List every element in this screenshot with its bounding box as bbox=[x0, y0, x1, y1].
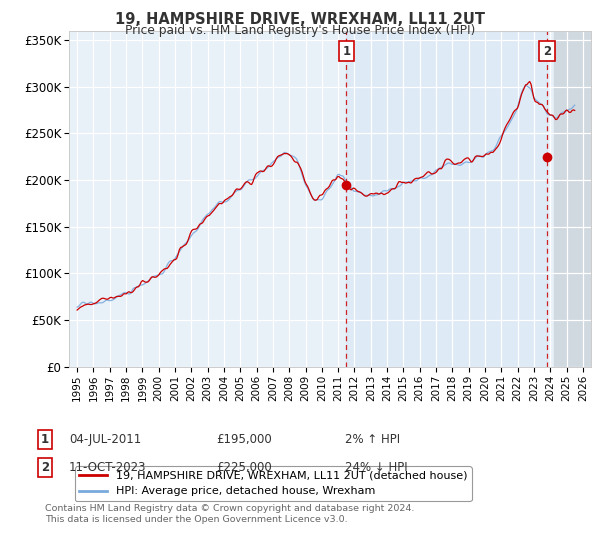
Text: 1: 1 bbox=[41, 433, 49, 446]
Text: 2% ↑ HPI: 2% ↑ HPI bbox=[345, 433, 400, 446]
Bar bbox=[346, 31, 547, 367]
Text: 04-JUL-2011: 04-JUL-2011 bbox=[69, 433, 141, 446]
Legend: 19, HAMPSHIRE DRIVE, WREXHAM, LL11 2UT (detached house), HPI: Average price, det: 19, HAMPSHIRE DRIVE, WREXHAM, LL11 2UT (… bbox=[74, 466, 472, 501]
Text: 19, HAMPSHIRE DRIVE, WREXHAM, LL11 2UT: 19, HAMPSHIRE DRIVE, WREXHAM, LL11 2UT bbox=[115, 12, 485, 27]
Text: 2: 2 bbox=[41, 461, 49, 474]
Text: 11-OCT-2023: 11-OCT-2023 bbox=[69, 461, 146, 474]
Text: 1: 1 bbox=[342, 45, 350, 58]
Text: £225,000: £225,000 bbox=[216, 461, 272, 474]
Text: 24% ↓ HPI: 24% ↓ HPI bbox=[345, 461, 407, 474]
Bar bbox=[554, 31, 591, 367]
Text: 2: 2 bbox=[543, 45, 551, 58]
Text: £195,000: £195,000 bbox=[216, 433, 272, 446]
Text: Contains HM Land Registry data © Crown copyright and database right 2024.
This d: Contains HM Land Registry data © Crown c… bbox=[45, 504, 415, 524]
Text: Price paid vs. HM Land Registry's House Price Index (HPI): Price paid vs. HM Land Registry's House … bbox=[125, 24, 475, 37]
Bar bbox=[554, 31, 591, 367]
